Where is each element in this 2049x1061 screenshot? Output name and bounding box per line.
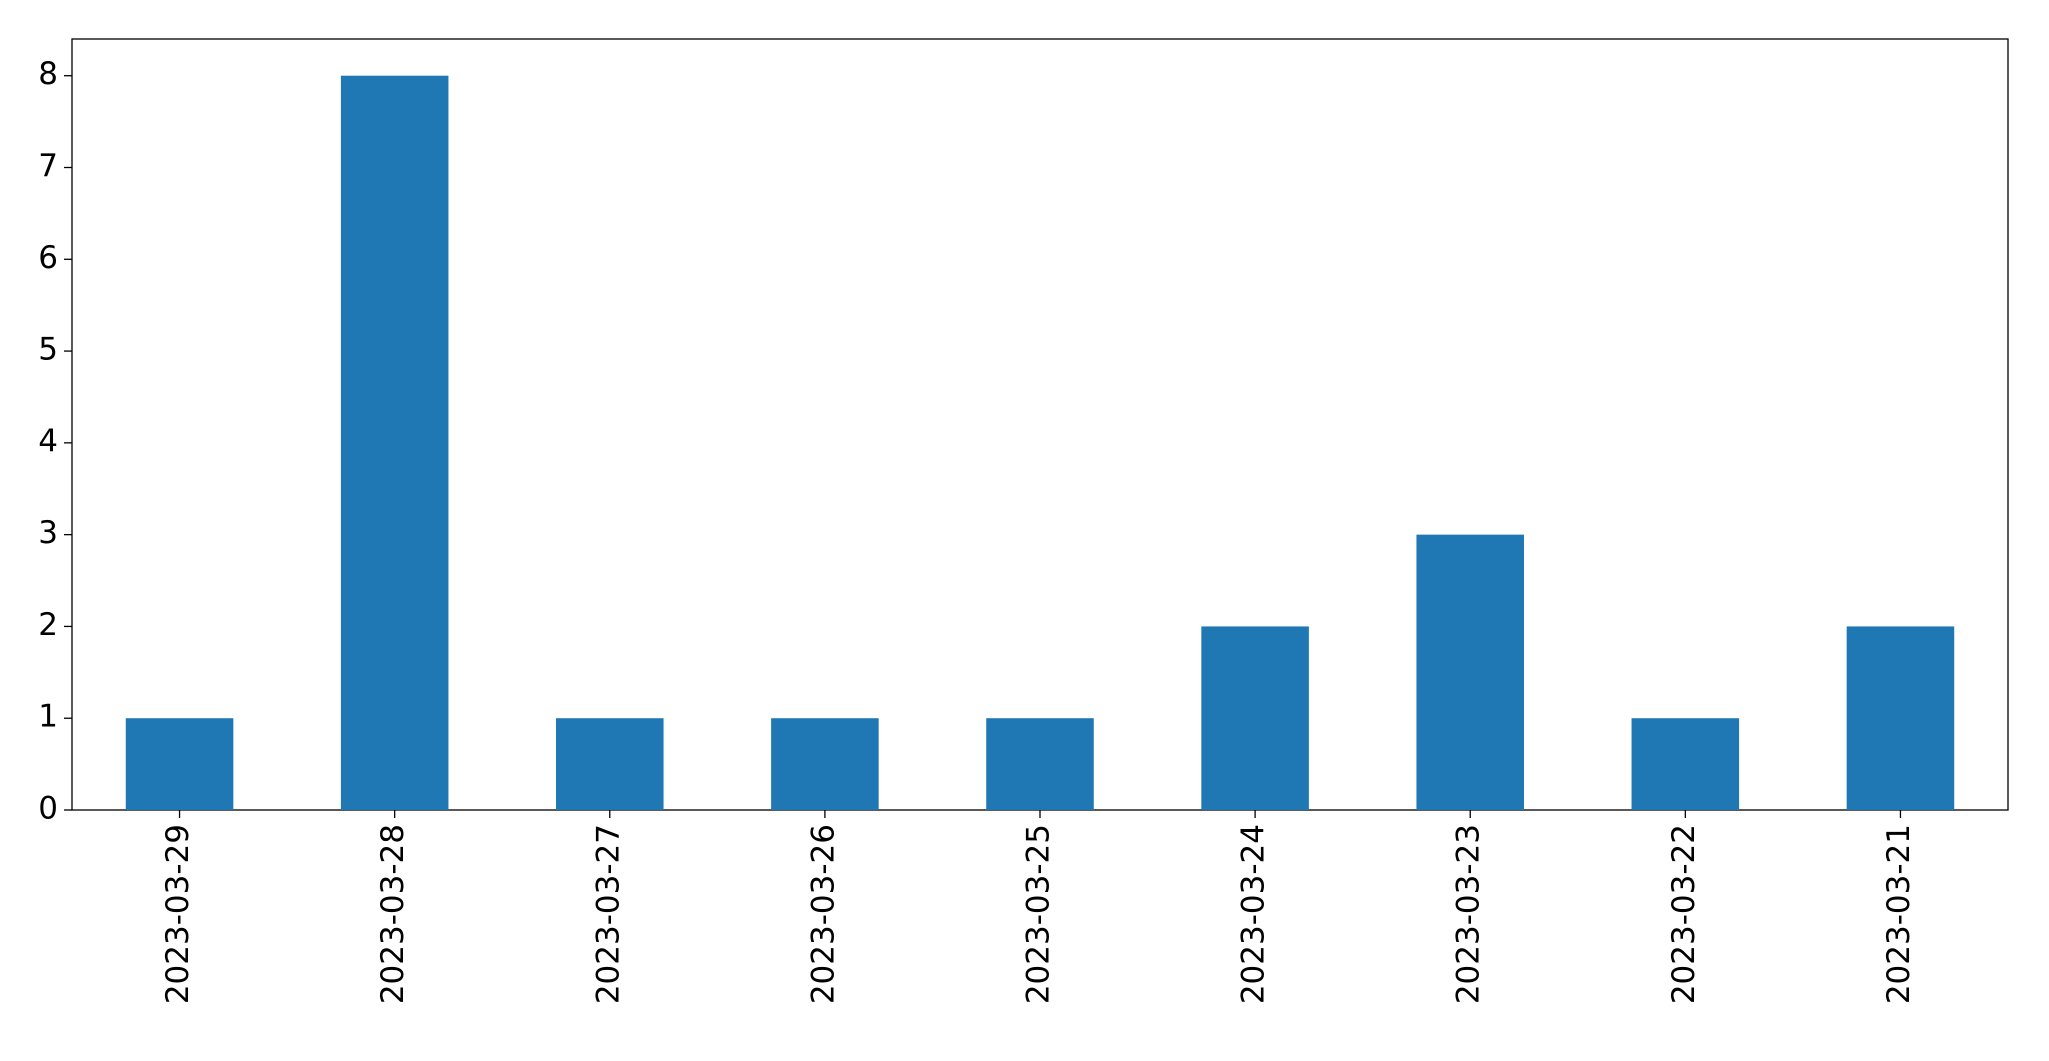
y-tick-label: 0 xyxy=(38,791,58,827)
x-tick-label: 2023-03-28 xyxy=(375,824,411,1004)
y-tick-label: 8 xyxy=(38,56,58,92)
x-tick-label: 2023-03-25 xyxy=(1021,824,1057,1004)
bar xyxy=(1416,534,1524,810)
bar xyxy=(1631,718,1740,810)
y-tick-label: 3 xyxy=(38,515,58,551)
x-tick-label: 2023-03-24 xyxy=(1236,824,1272,1004)
bar xyxy=(556,718,664,810)
x-tick-label: 2023-03-21 xyxy=(1881,824,1917,1004)
x-tick-label: 2023-03-27 xyxy=(590,824,626,1004)
y-tick-label: 1 xyxy=(38,699,58,735)
y-tick-label: 6 xyxy=(38,240,58,276)
y-tick-label: 4 xyxy=(38,423,58,459)
bar xyxy=(1201,626,1309,810)
bar xyxy=(340,75,449,810)
y-tick-label: 7 xyxy=(38,148,58,184)
x-tick-label: 2023-03-29 xyxy=(160,824,196,1004)
y-tick-label: 5 xyxy=(38,332,58,368)
x-tick-label: 2023-03-23 xyxy=(1451,824,1487,1004)
bar xyxy=(986,718,1094,810)
bar xyxy=(125,718,234,810)
bar xyxy=(1846,626,1955,810)
bar xyxy=(771,718,879,810)
x-tick-label: 2023-03-22 xyxy=(1666,824,1702,1004)
y-tick-label: 2 xyxy=(38,607,58,643)
x-tick-label: 2023-03-26 xyxy=(805,824,841,1004)
